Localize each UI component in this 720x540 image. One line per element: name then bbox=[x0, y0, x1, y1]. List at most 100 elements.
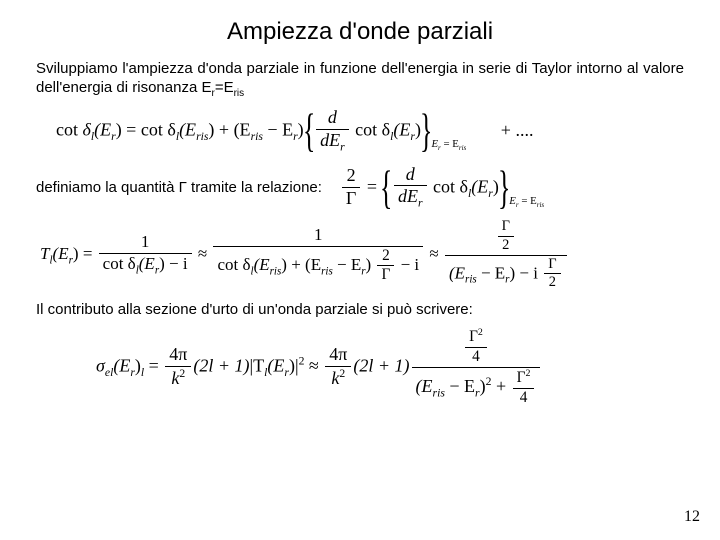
eq3-er: (E bbox=[53, 244, 69, 263]
eq2-lnum: 2 bbox=[342, 166, 360, 188]
eq3-f2-den-b-sub: ris bbox=[270, 265, 282, 277]
eq1-frac-den: dE bbox=[320, 130, 340, 150]
eq1-frac-num: d bbox=[328, 107, 337, 127]
eq2-eq: = bbox=[362, 176, 381, 196]
equation-2: 2Γ = {ddEr cot δl(Er)}Er = Eris bbox=[340, 165, 544, 211]
eq3-f2-den-e: ) bbox=[366, 255, 376, 274]
equation-4: σel(Er)l = 4πk2(2l + 1)|Tl(Er)|2 ≈ 4πk2(… bbox=[36, 328, 684, 406]
eq4-T: |T bbox=[250, 355, 265, 375]
eq1-cond-b-sub: ris bbox=[459, 145, 466, 153]
eq1-er: (E bbox=[94, 120, 111, 140]
slide: Ampiezza d'onde parziali Sviluppiamo l'a… bbox=[0, 0, 720, 540]
eq1-frac-den-sub: r bbox=[340, 141, 345, 154]
eq2-cond-b: = E bbox=[519, 195, 537, 207]
eq3-f2-den-a: cot δ bbox=[217, 255, 250, 274]
eq1-cond-b: = E bbox=[441, 138, 459, 150]
eq4-f3-sub-4: 4 bbox=[513, 389, 535, 407]
eq3-f3-top-den: 2 bbox=[498, 237, 514, 254]
eq2-inner-a: cot δ bbox=[429, 176, 468, 196]
eq4-er: (E bbox=[113, 355, 130, 375]
eq3-f3: Γ2(Eris − Er) − i Γ2 bbox=[445, 219, 567, 292]
eq2-cond-b-sub: ris bbox=[537, 201, 544, 209]
eq4-2l1: (2l + 1) bbox=[193, 355, 249, 375]
intro-text-a: Sviluppiamo l'ampiezza d'onda parziale i… bbox=[36, 60, 684, 96]
eq3-f2-den-c-sub: ris bbox=[321, 265, 333, 277]
eq3-f2: 1cot δl(Eris) + (Eris − Er) 2Γ − i bbox=[213, 226, 423, 284]
eq2-inner-b: (E bbox=[471, 176, 488, 196]
eq4-f3-bot-a-sub: ris bbox=[433, 386, 445, 399]
eq3-f2-den-b: (E bbox=[254, 255, 270, 274]
eq4-f3-sub-sq: 2 bbox=[525, 368, 530, 379]
intro-sub2: ris bbox=[234, 88, 245, 99]
eq4-approx: ≈ bbox=[304, 355, 323, 375]
eq3-approx2: ≈ bbox=[425, 244, 443, 263]
eq3-f1: 1cot δl(Er) − i bbox=[99, 233, 192, 276]
row-gamma-def: definiamo la quantità Γ tramite la relaz… bbox=[36, 165, 684, 211]
eq3-f3-bot-a-sub: ris bbox=[465, 273, 477, 285]
eq3-f1-den-a: cot δ bbox=[103, 254, 136, 273]
eq4-f3-top-g: Γ bbox=[469, 328, 478, 345]
eq4-f1-den-sup: 2 bbox=[179, 367, 185, 380]
eq4-eq: = bbox=[144, 355, 163, 375]
eq1-ris2: ris bbox=[251, 130, 263, 143]
eq4-f3-bot-b: − E bbox=[445, 376, 475, 396]
eq4-f2-den-sup: 2 bbox=[339, 367, 345, 380]
eq3-f3-bot-num: Γ bbox=[544, 257, 560, 275]
contribution-paragraph: Il contributo alla sezione d'urto di un'… bbox=[36, 301, 684, 320]
eq3-f1-num: 1 bbox=[99, 233, 192, 254]
eq3-f2-den-d: − E bbox=[333, 255, 361, 274]
eq3-f1-den-b: (E bbox=[139, 254, 155, 273]
eq4-f3-top-4: 4 bbox=[465, 348, 487, 366]
eq4-sigma: σ bbox=[96, 355, 105, 375]
eq1-cond: Er = Eris bbox=[431, 138, 466, 150]
eq1-eris: (E bbox=[179, 120, 196, 140]
page-number: 12 bbox=[684, 508, 700, 526]
eq1-mid1: ) = cot δ bbox=[116, 120, 176, 140]
eq1-delta: δ bbox=[83, 120, 91, 140]
eq2-fden-sub: r bbox=[418, 197, 423, 210]
eq4-f3-bot-plus: + bbox=[491, 376, 510, 396]
eq4-f2-num: 4π bbox=[325, 345, 351, 367]
eq3-f3-bot-c: ) − i bbox=[509, 263, 542, 282]
eq3-f2-den-c: ) + (E bbox=[281, 255, 321, 274]
eq1-minus: − E bbox=[263, 120, 293, 140]
eq3-f3-top-num: Γ bbox=[498, 219, 514, 237]
eq2-cond: Er = Eris bbox=[509, 195, 544, 207]
eq1-inner-er: (E bbox=[393, 120, 410, 140]
eq3-f2-sub-num: 2 bbox=[377, 248, 394, 267]
intro-text-b: =E bbox=[215, 79, 234, 96]
eq1-frac: d dEr bbox=[316, 108, 349, 154]
eq4-Ter: (E bbox=[267, 355, 284, 375]
equation-3: Tl(Er) = 1cot δl(Er) − i ≈ 1cot δl(Eris)… bbox=[36, 219, 684, 292]
eq4-2l1b: (2l + 1) bbox=[353, 355, 409, 375]
eq3-f2-num: 1 bbox=[213, 226, 423, 247]
eq4-f1-num: 4π bbox=[165, 345, 191, 367]
eq3-eq: ) = bbox=[73, 244, 97, 263]
eq2-lden: Γ bbox=[342, 188, 360, 209]
eq4-f1: 4πk2 bbox=[165, 345, 191, 389]
eq1-eris-sub: ris bbox=[196, 130, 208, 143]
eq4-f3-bot-a: (E bbox=[416, 376, 433, 396]
eq1-cot: cot bbox=[56, 120, 83, 140]
eq4-f3-top-sq: 2 bbox=[478, 327, 483, 338]
eq3-f3-bot-a: (E bbox=[449, 263, 465, 282]
eq3-f3-bot-den: 2 bbox=[544, 274, 560, 291]
eq2-fden: dE bbox=[398, 186, 418, 206]
eq2-cond-a: E bbox=[509, 195, 516, 207]
eq3-f2-den-f: − i bbox=[396, 255, 419, 274]
gamma-def-text: definiamo la quantità Γ tramite la relaz… bbox=[36, 179, 322, 196]
equation-1: cot δl(Er) = cot δl(Eris) + (Eris − Er){… bbox=[36, 108, 684, 154]
eq3-approx1: ≈ bbox=[194, 244, 212, 263]
eq3-f3-bot-b: − E bbox=[477, 263, 505, 282]
eq3-f2-sub-den: Γ bbox=[377, 266, 394, 284]
eq4-f3: Γ24(Eris − Er)2 + Γ24 bbox=[412, 328, 541, 406]
eq1-tail: + .... bbox=[496, 120, 533, 140]
eq4-f2: 4πk2 bbox=[325, 345, 351, 389]
eq2-fnum: d bbox=[406, 164, 415, 184]
eq4-abs: )| bbox=[289, 355, 299, 375]
slide-title: Ampiezza d'onde parziali bbox=[36, 18, 684, 46]
eq3-f1-den-c: ) − i bbox=[159, 254, 187, 273]
eq1-plus: ) + (E bbox=[208, 120, 250, 140]
eq1-inner-cot: cot δ bbox=[351, 120, 390, 140]
intro-paragraph: Sviluppiamo l'ampiezza d'onda parziale i… bbox=[36, 60, 684, 100]
